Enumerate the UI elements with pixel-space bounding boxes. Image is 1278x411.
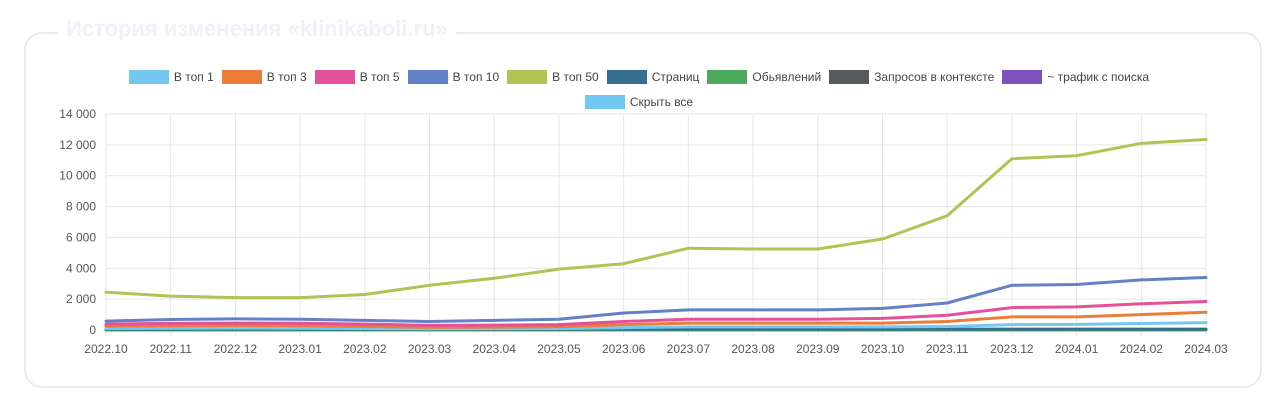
legend-row: Скрыть все [0,91,1278,116]
x-tick-label: 2022.12 [214,342,258,356]
x-tick-label: 2023.08 [731,342,775,356]
series-line [104,321,1208,331]
legend-row: В топ 1 В топ 3 В топ 5 В топ 10 В топ 50 Стр… [0,66,1278,91]
x-tick-label: 2023.07 [667,342,711,356]
series-lines [104,138,1208,332]
legend-label: Скрыть все [629,95,694,109]
x-tick-label: 2023.09 [796,342,840,356]
legend-label: В топ 5 [359,70,400,84]
x-tick-label: 2023.12 [990,342,1034,356]
chart-grid [105,113,1207,336]
x-tick-label: 2024.03 [1184,342,1228,356]
y-tick-label: 2 000 [66,292,96,306]
y-tick-label: 0 [89,323,96,337]
legend-swatch [221,70,262,84]
legend-item[interactable]: Страниц [606,66,700,88]
x-tick-label: 2023.05 [537,342,581,356]
legend-swatch [128,70,169,84]
legend-item[interactable]: В топ 10 [407,66,500,88]
legend-item[interactable]: Обьявлений [707,66,821,88]
chart-legend: В топ 1 В топ 3 В топ 5 В топ 10 В топ 50 Стр… [0,66,1278,116]
series-line [104,310,1208,329]
x-tick-label: 2022.10 [84,342,128,356]
legend-label: ~ трафик с поиска [1047,70,1150,84]
x-tick-label: 2023.06 [602,342,646,356]
legend-item[interactable]: В топ 1 [128,66,214,88]
legend-swatch [314,70,355,84]
legend-swatch [407,70,448,84]
x-tick-label: 2023.01 [278,342,322,356]
x-tick-label: 2024.01 [1055,342,1099,356]
legend-swatch [507,70,548,84]
legend-label: Страниц [651,70,700,84]
legend-swatch [829,70,870,84]
x-axis: 2022.10 2022.11 2022.12 2023.01 2023.02 2023.… [84,342,1228,356]
y-axis: 0 2 000 4 000 6 000 8 000 10 000 12 000 14 000 [59,107,96,337]
hide-all-button[interactable]: Скрыть все [584,91,694,113]
x-tick-label: 2022.11 [149,342,192,356]
legend-item[interactable]: ~ трафик с поиска [1002,66,1149,88]
legend-item[interactable]: В топ 50 [507,66,599,88]
legend-swatch [584,95,625,109]
legend-swatch [707,70,748,84]
y-tick-label: 6 000 [66,230,96,244]
legend-label: Обьявлений [752,70,822,84]
series-line [104,300,1208,327]
chart-card [24,32,1262,388]
legend-label: В топ 3 [266,70,307,84]
y-tick-label: 4 000 [66,261,96,275]
legend-item[interactable]: Запросов в контексте [829,66,994,88]
y-tick-label: 12 000 [59,138,96,152]
y-tick-label: 8 000 [66,200,96,214]
legend-item[interactable]: В топ 5 [314,66,400,88]
legend-label: В топ 1 [173,70,214,84]
page-title: История изменения «klinikaboli.ru» [58,16,456,42]
x-tick-label: 2023.03 [408,342,452,356]
legend-item[interactable]: В топ 3 [221,66,307,88]
legend-label: В топ 10 [452,70,500,84]
x-tick-label: 2023.02 [343,342,387,356]
x-tick-label: 2023.11 [926,342,969,356]
legend-swatch [606,70,647,84]
legend-label: Запросов в контексте [874,70,995,84]
x-tick-label: 2023.04 [473,342,517,356]
x-tick-label: 2024.02 [1120,342,1164,356]
y-tick-label: 14 000 [59,107,96,121]
y-tick-label: 10 000 [59,169,96,183]
legend-swatch [1002,70,1043,84]
legend-label: В топ 50 [552,70,599,84]
series-line [104,276,1208,323]
x-tick-label: 2023.10 [861,342,905,356]
series-line [104,138,1208,300]
